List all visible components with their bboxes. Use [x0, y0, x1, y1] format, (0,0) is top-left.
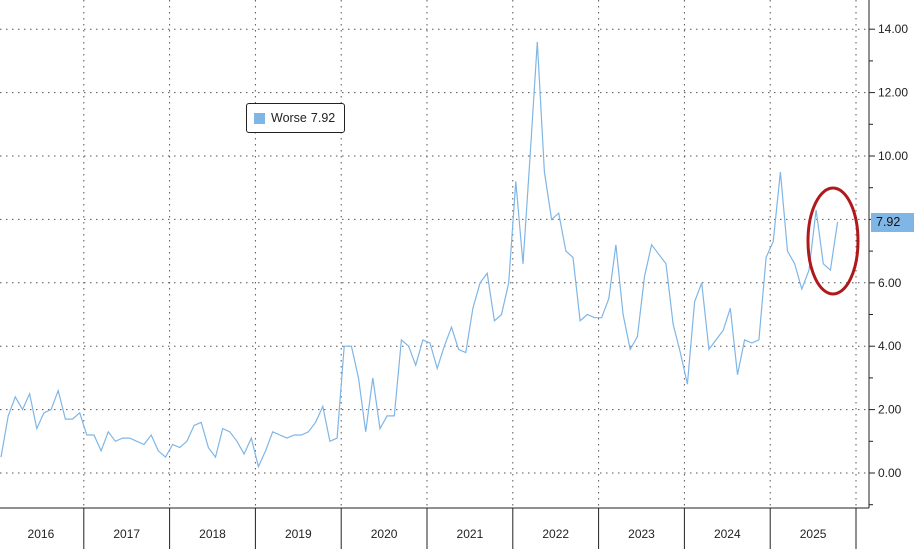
legend-label: Worse	[271, 111, 307, 125]
legend: Worse 7.92	[246, 103, 346, 133]
x-tick-label: 2021	[457, 527, 484, 541]
series-worse	[0, 41, 839, 469]
y-tick-label: 10.00	[878, 149, 908, 163]
y-tick-label: 4.00	[878, 339, 902, 353]
x-tick-label: 2018	[199, 527, 226, 541]
grid-lines	[0, 0, 869, 508]
legend-value: 7.92	[310, 111, 336, 125]
annotation-ellipse	[806, 186, 860, 296]
series-line-worse	[0, 41, 839, 469]
x-tick-label: 2016	[28, 527, 55, 541]
axes	[0, 0, 875, 549]
y-tick-label: 14.00	[878, 22, 908, 36]
x-tick-label: 2019	[285, 527, 312, 541]
x-tick-label: 2023	[628, 527, 655, 541]
legend-swatch	[254, 112, 265, 124]
y-tick-label: 0.00	[878, 466, 902, 480]
last-value-tag: 7.92	[871, 213, 914, 232]
x-tick-label: 2025	[800, 527, 827, 541]
x-tick-label: 2022	[542, 527, 569, 541]
x-tick-labels: 2016 2017 2018 2019 2020 2021 2022 2023 2024 2025	[28, 527, 827, 541]
y-tick-label: 2.00	[878, 403, 902, 417]
annotation-circle	[806, 186, 860, 296]
x-tick-label: 2020	[371, 527, 398, 541]
y-tick-label: 12.00	[878, 86, 908, 100]
x-tick-label: 2017	[113, 527, 140, 541]
y-tick-label: 6.00	[878, 276, 902, 290]
x-tick-label: 2024	[714, 527, 741, 541]
